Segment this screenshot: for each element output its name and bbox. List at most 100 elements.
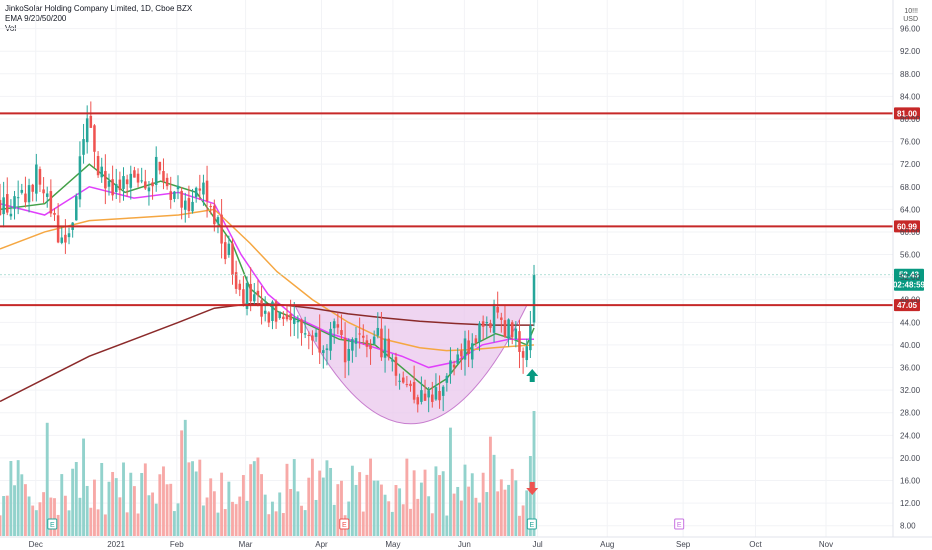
candle-body (176, 185, 180, 190)
volume-bar (20, 474, 24, 536)
y-tick-label: 96.00 (900, 25, 921, 34)
y-tick-label: 40.00 (900, 341, 921, 350)
volume-bar (125, 512, 129, 536)
x-tick-label: 2021 (107, 540, 125, 549)
candle-body (470, 343, 474, 360)
candle-body (322, 350, 325, 354)
candle-body (158, 161, 162, 171)
candle-body (358, 333, 361, 335)
candle-body (401, 377, 405, 383)
candle-body (376, 327, 380, 336)
volume-bar (354, 484, 358, 536)
candle-body (518, 331, 521, 352)
candle-body (253, 294, 256, 302)
volume-bar (390, 511, 394, 536)
earnings-marker-label: E (529, 522, 534, 529)
volume-bar (111, 471, 115, 536)
candle-body (278, 311, 281, 319)
volume-bar (485, 492, 489, 536)
volume-bar (162, 466, 165, 536)
candle-body (191, 201, 194, 212)
y-tick-label: 60.00 (900, 228, 921, 237)
candle-body (213, 205, 216, 225)
volume-bar (93, 479, 96, 536)
candle-body (365, 340, 369, 347)
volume-bar (303, 510, 307, 536)
volume-bar (234, 504, 238, 536)
candle-body (372, 336, 376, 344)
level-tag-label: 47.05 (897, 301, 918, 310)
volume-bar (383, 494, 387, 536)
candle-body (249, 283, 252, 302)
volume-bars (0, 411, 536, 536)
candle-body (238, 283, 242, 290)
candle-body (351, 339, 354, 351)
y-tick-label: 12.00 (900, 499, 921, 508)
candle-body (263, 310, 267, 314)
candle-body (303, 333, 307, 335)
volume-bar (340, 480, 343, 536)
candle-body (202, 182, 205, 195)
candle-body (460, 350, 463, 357)
candle-body (336, 324, 340, 328)
candle-body (187, 198, 191, 212)
volume-bar (107, 481, 111, 536)
y-tick-label: 76.00 (900, 138, 921, 147)
volume-bar (129, 472, 133, 536)
candle-body (282, 316, 285, 320)
volume-bar (16, 460, 20, 536)
volume-bar (379, 484, 383, 536)
x-tick-label: Jun (458, 540, 471, 549)
candle-body (133, 170, 136, 178)
y-tick-label: 72.00 (900, 160, 921, 169)
volume-bar (467, 486, 471, 536)
candle-body (20, 189, 24, 193)
volume-bar (132, 486, 136, 536)
y-tick-label: 84.00 (900, 92, 921, 101)
volume-bar (63, 495, 67, 536)
volume-bar (361, 511, 365, 536)
volume-bar (325, 460, 329, 536)
volume-bar (350, 465, 354, 536)
volume-bar (96, 509, 100, 536)
candle-body (292, 318, 296, 324)
volume-bar (409, 508, 412, 536)
candle-body (209, 206, 212, 208)
volume-bar (49, 497, 53, 536)
candle-body (449, 360, 452, 374)
volume-bar (427, 496, 431, 536)
candle-body (42, 189, 45, 194)
candle-body (311, 335, 314, 341)
volume-bar (412, 470, 416, 536)
candle-body (169, 191, 173, 200)
candle-body (529, 325, 532, 351)
level-tag (894, 107, 920, 120)
x-tick-label: Dec (29, 540, 43, 549)
volume-bar (194, 471, 198, 536)
candle-body (194, 187, 198, 198)
volume-bar (9, 461, 13, 536)
volume-bar (85, 485, 89, 536)
candle-body (151, 182, 154, 187)
candle-body (354, 338, 358, 344)
candle-body (129, 173, 133, 188)
y-tick-label: 52.00 (900, 273, 921, 282)
volume-bar (296, 491, 300, 536)
volume-bar (518, 515, 521, 536)
candle-body (463, 338, 467, 360)
candle-body (521, 351, 525, 358)
candle-body (300, 319, 303, 334)
volume-bar (191, 461, 194, 536)
volume-bar (220, 472, 224, 536)
candle-body (56, 215, 60, 243)
candle-body (474, 338, 478, 343)
volume-bar (143, 463, 147, 536)
volume-bar (172, 511, 176, 536)
volume-bar (53, 498, 56, 536)
candle-body (456, 354, 459, 364)
candle-body (271, 301, 274, 322)
volume-bar (0, 515, 2, 536)
candle-body (53, 212, 56, 215)
x-tick-label: Nov (819, 540, 833, 549)
